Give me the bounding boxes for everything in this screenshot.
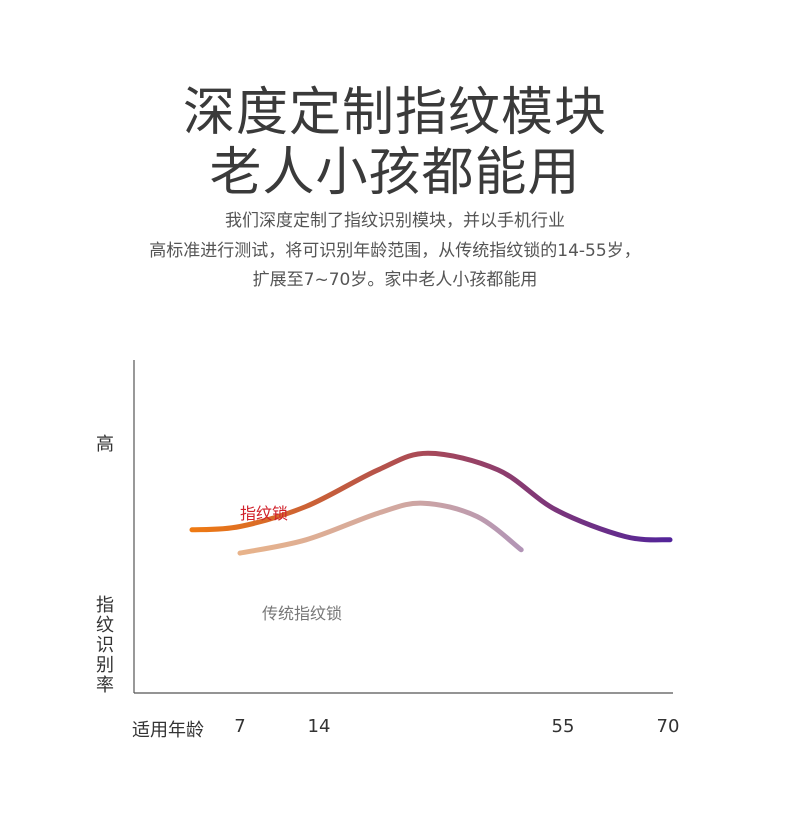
y-axis-label: 指纹识别率	[96, 595, 114, 696]
series-line-fingerprint-lock	[189, 450, 673, 543]
series-line-traditional-lock	[237, 500, 524, 556]
x-tick-label: 70	[656, 716, 680, 737]
x-tick-label: 7	[234, 716, 246, 737]
x-tick-label: 14	[307, 716, 331, 737]
description-line-1: 我们深度定制了指纹识别模块，并以手机行业	[225, 211, 565, 231]
description-line-3: 扩展至7~70岁。家中老人小孩都能用	[252, 270, 538, 290]
series-label-traditional-lock: 传统指纹锁	[262, 604, 343, 623]
description-line-2: 高标准进行测试，将可识别年龄范围，从传统指纹锁的14-55岁，	[149, 241, 641, 261]
y-high-label: 高	[96, 434, 114, 455]
headline-line-2: 老人小孩都能用	[209, 143, 581, 203]
x-tick-label: 55	[551, 716, 575, 737]
headline-line-1: 深度定制指纹模块	[182, 83, 607, 143]
series-label-fingerprint-lock: 指纹锁	[240, 504, 289, 523]
x-axis-label: 适用年龄	[132, 720, 204, 741]
